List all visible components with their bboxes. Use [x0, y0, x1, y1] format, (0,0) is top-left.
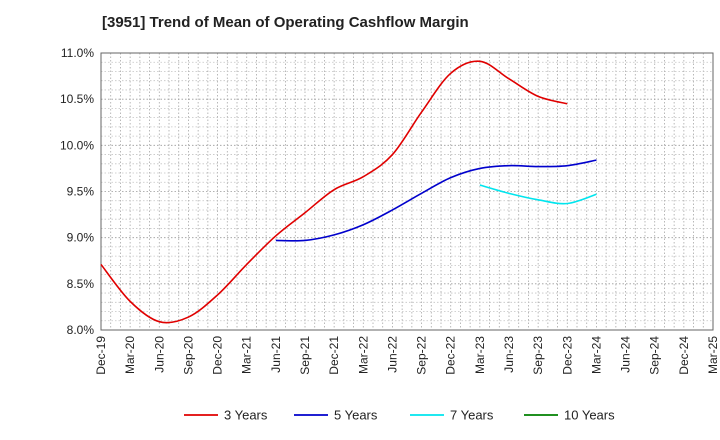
series-lines [100, 60, 597, 324]
x-tick-label: Dec-20 [211, 336, 225, 375]
chart-title: [3951] Trend of Mean of Operating Cashfl… [102, 14, 469, 31]
horizontal-gridlines [101, 52, 713, 331]
x-tick-label: Sep-22 [415, 336, 429, 375]
x-axis-tick-labels: Dec-19 Mar-20 Jun-20 Sep-20 Dec-20 Mar-21 Jun-… [94, 336, 720, 375]
y-tick-label: 10.5% [60, 92, 94, 106]
x-tick-label: Jun-20 [152, 336, 166, 373]
plot-frame [100, 52, 714, 331]
y-tick-label: 10.0% [60, 138, 94, 152]
x-tick-label: Dec-23 [560, 336, 574, 375]
series-line-3-years [100, 60, 568, 324]
legend-label-7-years: 7 Years [450, 408, 494, 423]
x-tick-label: Mar-25 [706, 336, 720, 374]
y-tick-label: 8.0% [67, 323, 95, 337]
x-tick-label: Jun-21 [269, 336, 283, 373]
x-tick-label: Dec-19 [94, 336, 108, 375]
series-line-7-years [479, 184, 597, 205]
x-tick-label: Sep-21 [298, 336, 312, 375]
legend-label-10-years: 10 Years [564, 408, 615, 423]
y-axis-tick-labels: 8.0% 8.5% 9.0% 9.5% 10.0% 10.5% 11.0% [60, 46, 94, 337]
x-tick-label: Sep-20 [181, 336, 195, 375]
x-tick-label: Sep-24 [648, 336, 662, 375]
x-tick-label: Jun-24 [619, 336, 633, 373]
x-tick-label: Sep-23 [531, 336, 545, 375]
x-tick-label: Mar-24 [589, 336, 603, 374]
y-tick-label: 11.0% [61, 46, 94, 60]
x-tick-label: Mar-21 [240, 336, 254, 374]
x-tick-label: Mar-22 [356, 336, 370, 374]
x-tick-label: Dec-21 [327, 336, 341, 375]
legend-label-3-years: 3 Years [224, 408, 268, 423]
x-tick-label: Jun-22 [385, 336, 399, 373]
x-tick-label: Mar-20 [123, 336, 137, 374]
x-tick-label: Dec-24 [677, 336, 691, 375]
y-tick-label: 9.0% [67, 231, 95, 245]
legend-label-5-years: 5 Years [334, 408, 378, 423]
legend: 3 Years 5 Years 7 Years 10 Years [184, 408, 615, 423]
series-line-5-years [275, 159, 597, 242]
y-tick-label: 8.5% [67, 277, 95, 291]
x-tick-label: Mar-23 [473, 336, 487, 374]
x-tick-label: Dec-22 [444, 336, 458, 375]
y-tick-label: 9.5% [67, 185, 95, 199]
x-tick-label: Jun-23 [502, 336, 516, 373]
